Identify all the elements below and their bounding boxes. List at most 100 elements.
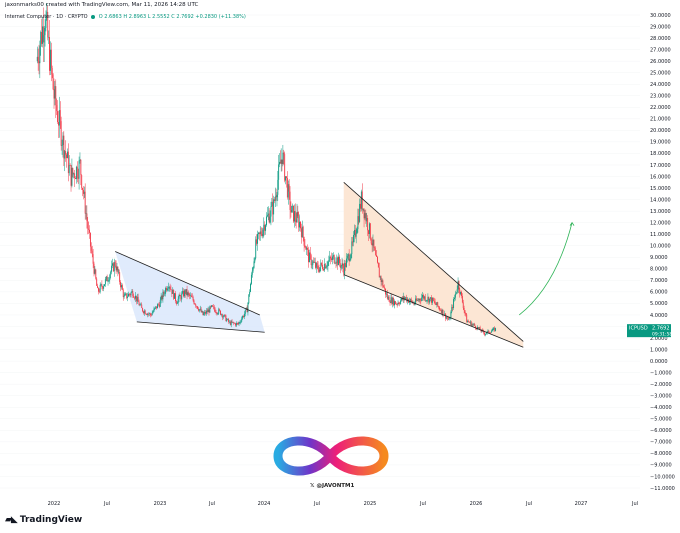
projection-arc xyxy=(518,222,573,316)
candle-body xyxy=(139,304,141,306)
candle-body xyxy=(471,324,473,326)
candle-body xyxy=(255,239,257,259)
candle-body xyxy=(438,306,440,308)
candle-body xyxy=(340,265,342,268)
candle-body xyxy=(242,316,244,319)
candle-body xyxy=(201,311,203,313)
wedge-fill-2 xyxy=(343,182,524,348)
candle-body xyxy=(330,256,332,259)
candle-body xyxy=(220,314,222,315)
price-axis[interactable]: 30.0000 29.0000 28.0000 27.0000 26.0000 25.00… xyxy=(650,13,675,492)
candle-body xyxy=(361,191,363,210)
candle-body xyxy=(298,216,300,228)
candle-body xyxy=(82,189,84,194)
candle-body xyxy=(461,295,463,303)
candle-body xyxy=(347,254,349,256)
candle-body xyxy=(200,308,202,313)
candle-body xyxy=(37,56,39,62)
candle-body xyxy=(131,291,133,293)
candle-body xyxy=(363,208,365,219)
grid xyxy=(0,14,640,489)
candle-body xyxy=(343,267,345,275)
candle-body xyxy=(437,302,439,307)
candle-body xyxy=(157,304,159,309)
candle-body xyxy=(338,256,340,264)
candle-body xyxy=(210,306,212,307)
candle-body xyxy=(187,292,189,296)
candle-body xyxy=(335,262,337,264)
legend-ohlc: O 2.6863 H 2.8963 L 2.5552 C 2.7692 +0.2… xyxy=(98,14,246,20)
candle-body xyxy=(175,301,177,304)
candle-body xyxy=(216,312,218,314)
candle-body xyxy=(231,321,233,323)
candle-body xyxy=(454,293,456,298)
candle-body xyxy=(345,263,347,268)
y-tick-label: 18.0000 xyxy=(650,151,671,157)
candle-body xyxy=(161,295,163,300)
candle-body xyxy=(301,226,303,238)
tradingview-brand[interactable]: ▰◣ TradingView xyxy=(5,515,82,525)
candle-body xyxy=(436,302,438,305)
candle-body xyxy=(446,317,447,319)
x-tick-label: 2026 xyxy=(470,501,483,507)
candle-body xyxy=(89,232,91,247)
candle-body xyxy=(310,255,312,266)
candle-body xyxy=(135,295,137,302)
candle-body xyxy=(41,31,43,44)
candle-body xyxy=(295,219,297,223)
icp-infinity-logo xyxy=(273,436,389,476)
candle-body xyxy=(265,225,267,231)
candle-body xyxy=(354,230,356,237)
candle-body xyxy=(243,316,244,317)
watermark-handle-text: @JAVONTM1 xyxy=(316,483,355,489)
candle-body xyxy=(406,297,408,302)
candle-body xyxy=(227,318,229,320)
candle-body xyxy=(428,296,430,303)
candle-body xyxy=(170,289,172,290)
candle-body xyxy=(460,291,462,295)
candle-body xyxy=(109,275,111,281)
candle-body xyxy=(366,218,368,222)
candle-body xyxy=(477,327,479,329)
candle-body xyxy=(362,208,364,210)
candle-body xyxy=(261,234,263,236)
candle-body xyxy=(180,296,182,300)
time-axis[interactable]: 2022 Jul 2023 Jul 2024 Jul 2025 Jul 2026 Jul 2027 J… xyxy=(48,501,638,507)
candle-body xyxy=(434,301,436,304)
candle-body xyxy=(424,296,426,301)
candle-body xyxy=(325,266,327,269)
y-tick-label: −8.0000 xyxy=(650,451,672,457)
candle-body xyxy=(410,299,412,301)
candle-body xyxy=(153,308,155,312)
candle-body xyxy=(45,16,47,28)
candle-body xyxy=(103,286,105,289)
candle-body xyxy=(495,328,497,331)
candle-body xyxy=(398,302,400,304)
candle-body xyxy=(63,135,65,159)
candle-body xyxy=(149,313,151,316)
candle-body xyxy=(173,289,175,299)
candle-body xyxy=(448,318,450,320)
candle-body xyxy=(157,304,159,305)
y-tick-label: 2.0000 xyxy=(650,336,668,342)
candle-body xyxy=(358,216,360,222)
candle-body xyxy=(223,314,225,317)
candle-body xyxy=(327,261,329,267)
y-tick-label: 23.0000 xyxy=(650,94,671,100)
candle-body xyxy=(418,299,420,301)
candle-body xyxy=(441,309,443,314)
candle-body xyxy=(72,167,74,175)
candle-body xyxy=(182,290,184,294)
y-tick-label: 28.0000 xyxy=(650,36,671,42)
candle-body xyxy=(488,330,490,333)
candle-body xyxy=(206,310,208,313)
candle-body xyxy=(357,216,359,230)
candle-body xyxy=(114,262,116,266)
candle-body xyxy=(368,230,369,234)
candle-body xyxy=(152,311,154,313)
candle-body xyxy=(336,257,338,264)
candle-body xyxy=(303,237,305,246)
candle-body xyxy=(473,324,475,325)
y-tick-label: −6.0000 xyxy=(650,428,672,434)
